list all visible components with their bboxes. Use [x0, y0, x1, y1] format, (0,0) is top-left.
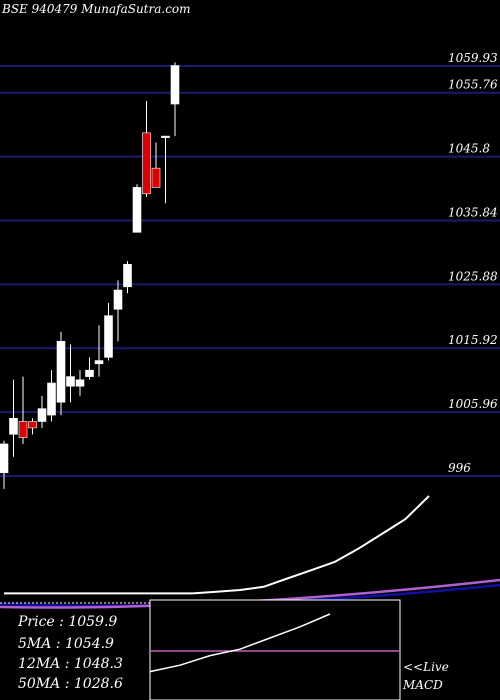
- price-level-label: 1025.88: [448, 269, 498, 283]
- candle-body: [170, 65, 180, 105]
- candle-body: [151, 167, 161, 188]
- macd-live-label: <<Live: [403, 660, 449, 674]
- candle-body: [94, 360, 104, 365]
- candle-body: [18, 421, 28, 438]
- ma50-label: 50MA : 1028.6: [18, 676, 123, 692]
- macd-box: [149, 599, 401, 700]
- candle-body: [66, 376, 75, 387]
- candle-body: [37, 408, 47, 422]
- ma12-label: 12MA : 1048.3: [18, 656, 123, 672]
- candlesticks: [0, 62, 180, 489]
- ma-line: [4, 495, 430, 595]
- macd-panel: [149, 599, 401, 700]
- macd-label: MACD: [403, 678, 443, 692]
- ma5-label: 5MA : 1054.9: [18, 636, 114, 652]
- candle-body: [28, 421, 37, 429]
- candle-body: [113, 289, 123, 310]
- price-level-label: 1015.92: [448, 333, 498, 347]
- candle-body: [142, 132, 151, 195]
- candle-body: [75, 379, 85, 387]
- price-level-label: 1059.93: [448, 51, 498, 65]
- candle-body: [85, 369, 94, 377]
- chart-title: BSE 940479 MunafaSutra.com: [2, 2, 191, 16]
- price-label: Price : 1059.9: [18, 614, 118, 630]
- candle-body: [132, 187, 142, 233]
- candle-body: [123, 264, 132, 288]
- candle-body: [56, 341, 66, 403]
- price-grid: 1059.93 1055.76 1045.8 1035.84 1025.88 1015.9…: [0, 51, 500, 477]
- price-level-label: 1035.84: [448, 205, 498, 219]
- price-level-label: 1045.8: [448, 142, 490, 156]
- price-level-label: 1005.96: [448, 397, 498, 411]
- price-level-label: 996: [448, 461, 471, 475]
- macd-line: [149, 613, 331, 673]
- candle-body: [0, 443, 9, 474]
- candle-body: [9, 417, 18, 435]
- candle-body: [104, 315, 113, 358]
- price-level-label: 1055.76: [448, 78, 498, 92]
- candle-body: [47, 382, 56, 416]
- candle-body: [161, 135, 170, 138]
